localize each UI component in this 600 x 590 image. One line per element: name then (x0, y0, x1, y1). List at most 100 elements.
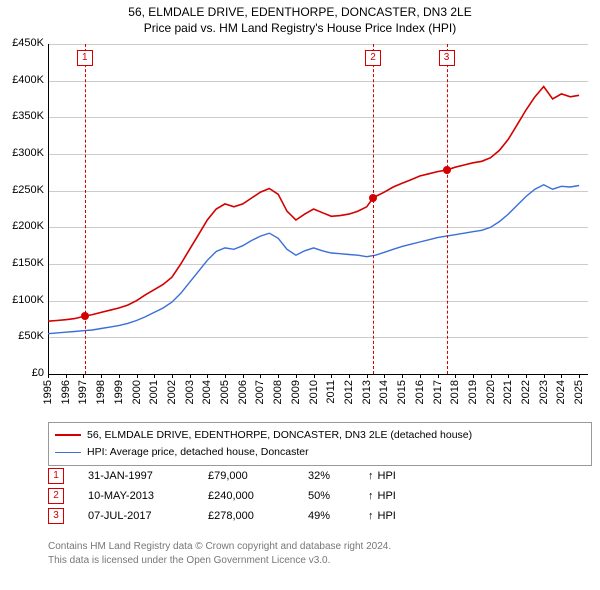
x-tick-label: 2001 (148, 380, 160, 404)
x-tick-mark (296, 374, 297, 378)
chart-title: 56, ELMDALE DRIVE, EDENTHORPE, DONCASTER… (0, 0, 600, 36)
legend-swatch (55, 434, 81, 436)
y-tick-label: £200K (2, 220, 44, 232)
transaction-suffix: HPI (378, 470, 396, 482)
x-tick-label: 2008 (272, 380, 284, 404)
event-marker-box-1: 1 (77, 50, 93, 66)
x-tick-label: 2015 (396, 380, 408, 404)
x-tick-mark (420, 374, 421, 378)
legend-label: HPI: Average price, detached house, Donc… (87, 444, 309, 461)
transaction-index-box: 3 (48, 508, 64, 524)
x-tick-mark (526, 374, 527, 378)
x-tick-label: 2024 (555, 380, 567, 404)
transaction-index-box: 1 (48, 468, 64, 484)
transaction-row: 307-JUL-2017£278,00049%↑HPI (48, 506, 396, 526)
transaction-row: 131-JAN-1997£79,00032%↑HPI (48, 466, 396, 486)
series-price_paid (48, 87, 579, 322)
x-tick-label: 2000 (131, 380, 143, 404)
transaction-date: 10-MAY-2013 (88, 490, 208, 502)
x-tick-mark (48, 374, 49, 378)
x-tick-label: 2021 (502, 380, 514, 404)
x-tick-mark (438, 374, 439, 378)
transaction-index-box: 2 (48, 488, 64, 504)
y-tick-label: £400K (2, 74, 44, 86)
y-tick-label: £300K (2, 147, 44, 159)
event-point-3 (443, 166, 451, 174)
x-tick-mark (402, 374, 403, 378)
x-tick-mark (172, 374, 173, 378)
legend-item-price_paid: 56, ELMDALE DRIVE, EDENTHORPE, DONCASTER… (55, 427, 585, 444)
transaction-pct: 49% (308, 510, 368, 522)
x-tick-mark (455, 374, 456, 378)
x-tick-mark (260, 374, 261, 378)
x-tick-mark (349, 374, 350, 378)
x-tick-mark (473, 374, 474, 378)
event-marker-box-2: 2 (365, 50, 381, 66)
transaction-price: £240,000 (208, 490, 308, 502)
x-tick-mark (579, 374, 580, 378)
x-tick-label: 1998 (95, 380, 107, 404)
x-tick-label: 2004 (201, 380, 213, 404)
x-tick-label: 2018 (449, 380, 461, 404)
chart-plot-area: £0£50K£100K£150K£200K£250K£300K£350K£400… (48, 44, 588, 374)
x-tick-mark (137, 374, 138, 378)
y-tick-label: £50K (2, 330, 44, 342)
x-tick-mark (544, 374, 545, 378)
up-arrow-icon: ↑ (368, 490, 374, 502)
x-tick-mark (119, 374, 120, 378)
event-point-2 (369, 194, 377, 202)
x-tick-mark (491, 374, 492, 378)
x-tick-label: 2025 (573, 380, 585, 404)
x-tick-mark (207, 374, 208, 378)
y-tick-label: £150K (2, 257, 44, 269)
x-tick-label: 1997 (77, 380, 89, 404)
event-line-2 (373, 44, 374, 374)
footer-line2: This data is licensed under the Open Gov… (48, 554, 391, 568)
x-tick-mark (66, 374, 67, 378)
y-tick-label: £450K (2, 37, 44, 49)
x-tick-label: 2006 (237, 380, 249, 404)
x-tick-mark (561, 374, 562, 378)
title-line1: 56, ELMDALE DRIVE, EDENTHORPE, DONCASTER… (0, 4, 600, 20)
transaction-pct: 50% (308, 490, 368, 502)
x-tick-label: 2003 (184, 380, 196, 404)
y-tick-label: £250K (2, 184, 44, 196)
x-tick-mark (384, 374, 385, 378)
legend-swatch (55, 452, 81, 453)
event-line-1 (85, 44, 86, 374)
y-tick-label: £0 (2, 367, 44, 379)
transaction-suffix: HPI (378, 510, 396, 522)
x-tick-label: 1999 (113, 380, 125, 404)
transaction-date: 31-JAN-1997 (88, 470, 208, 482)
x-tick-label: 2010 (308, 380, 320, 404)
title-line2: Price paid vs. HM Land Registry's House … (0, 20, 600, 36)
y-tick-label: £100K (2, 294, 44, 306)
up-arrow-icon: ↑ (368, 470, 374, 482)
x-tick-mark (154, 374, 155, 378)
x-tick-label: 2020 (485, 380, 497, 404)
x-tick-mark (83, 374, 84, 378)
x-tick-mark (331, 374, 332, 378)
x-tick-label: 2019 (467, 380, 479, 404)
footer-line1: Contains HM Land Registry data © Crown c… (48, 540, 391, 554)
x-tick-label: 2023 (538, 380, 550, 404)
legend-label: 56, ELMDALE DRIVE, EDENTHORPE, DONCASTER… (87, 427, 472, 444)
x-tick-label: 2012 (343, 380, 355, 404)
x-tick-label: 2016 (414, 380, 426, 404)
x-tick-label: 2007 (254, 380, 266, 404)
chart-lines (48, 44, 588, 374)
x-tick-label: 2017 (432, 380, 444, 404)
up-arrow-icon: ↑ (368, 510, 374, 522)
series-hpi (48, 185, 579, 334)
event-marker-box-3: 3 (439, 50, 455, 66)
transaction-price: £79,000 (208, 470, 308, 482)
y-tick-label: £350K (2, 110, 44, 122)
legend-item-hpi: HPI: Average price, detached house, Donc… (55, 444, 585, 461)
transaction-row: 2 10-MAY-2013£240,00050%↑ HPI (48, 486, 396, 506)
x-axis-line (48, 374, 588, 375)
event-point-1 (81, 312, 89, 320)
x-tick-label: 2013 (361, 380, 373, 404)
x-tick-label: 2009 (290, 380, 302, 404)
transaction-suffix: HPI (378, 490, 396, 502)
x-tick-mark (314, 374, 315, 378)
